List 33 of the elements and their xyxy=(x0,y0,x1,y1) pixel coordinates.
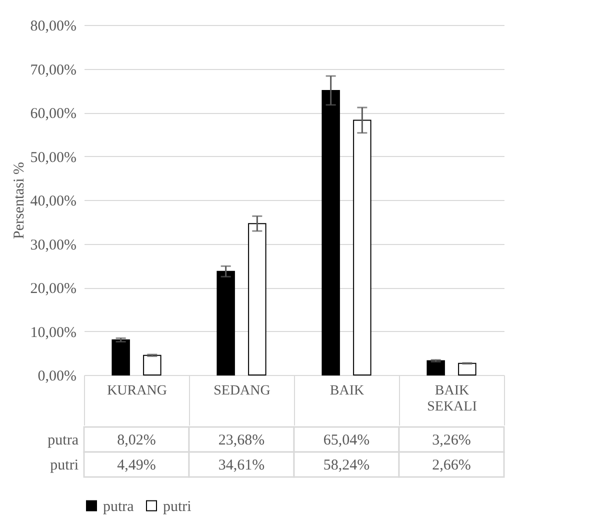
y-tick-label: 0,00% xyxy=(38,368,76,384)
data-label: 65,04% xyxy=(323,432,370,448)
data-label: 8,02% xyxy=(117,432,156,448)
y-tick-label: 10,00% xyxy=(30,324,76,341)
data-label: 4,49% xyxy=(117,458,156,474)
bar xyxy=(458,362,476,376)
text: putri xyxy=(50,458,78,474)
text: putra xyxy=(48,432,78,448)
x-tick-label: SEDANG xyxy=(214,384,270,398)
y-axis-title: Persentasi % xyxy=(11,162,28,240)
x-tick-label: BAIK xyxy=(330,384,364,398)
x-tick-label: KURANG xyxy=(107,384,167,398)
bar xyxy=(248,223,266,376)
y-tick-label: 70,00% xyxy=(30,62,76,78)
legend-label: putri xyxy=(163,498,192,515)
bar xyxy=(143,354,162,376)
data-label: 58,24% xyxy=(323,458,370,474)
bar xyxy=(322,90,340,376)
y-tick-label: 30,00% xyxy=(30,237,76,254)
x-tick-label: BAIK SEKALI xyxy=(427,384,478,414)
data-label: 2,66% xyxy=(432,458,471,474)
data-label: 34,61% xyxy=(218,458,265,474)
legend-label: putra xyxy=(103,498,134,515)
y-tick-label: 60,00% xyxy=(30,106,76,122)
bar xyxy=(426,360,445,376)
y-tick-label: 50,00% xyxy=(30,150,76,166)
y-tick-label: 80,00% xyxy=(30,18,76,34)
y-tick-label: 40,00% xyxy=(30,194,76,210)
bar xyxy=(216,270,235,376)
data-label: 23,68% xyxy=(218,432,265,448)
y-tick-label: 20,00% xyxy=(30,281,76,297)
bar xyxy=(353,120,372,376)
data-label: 3,26% xyxy=(432,432,471,448)
